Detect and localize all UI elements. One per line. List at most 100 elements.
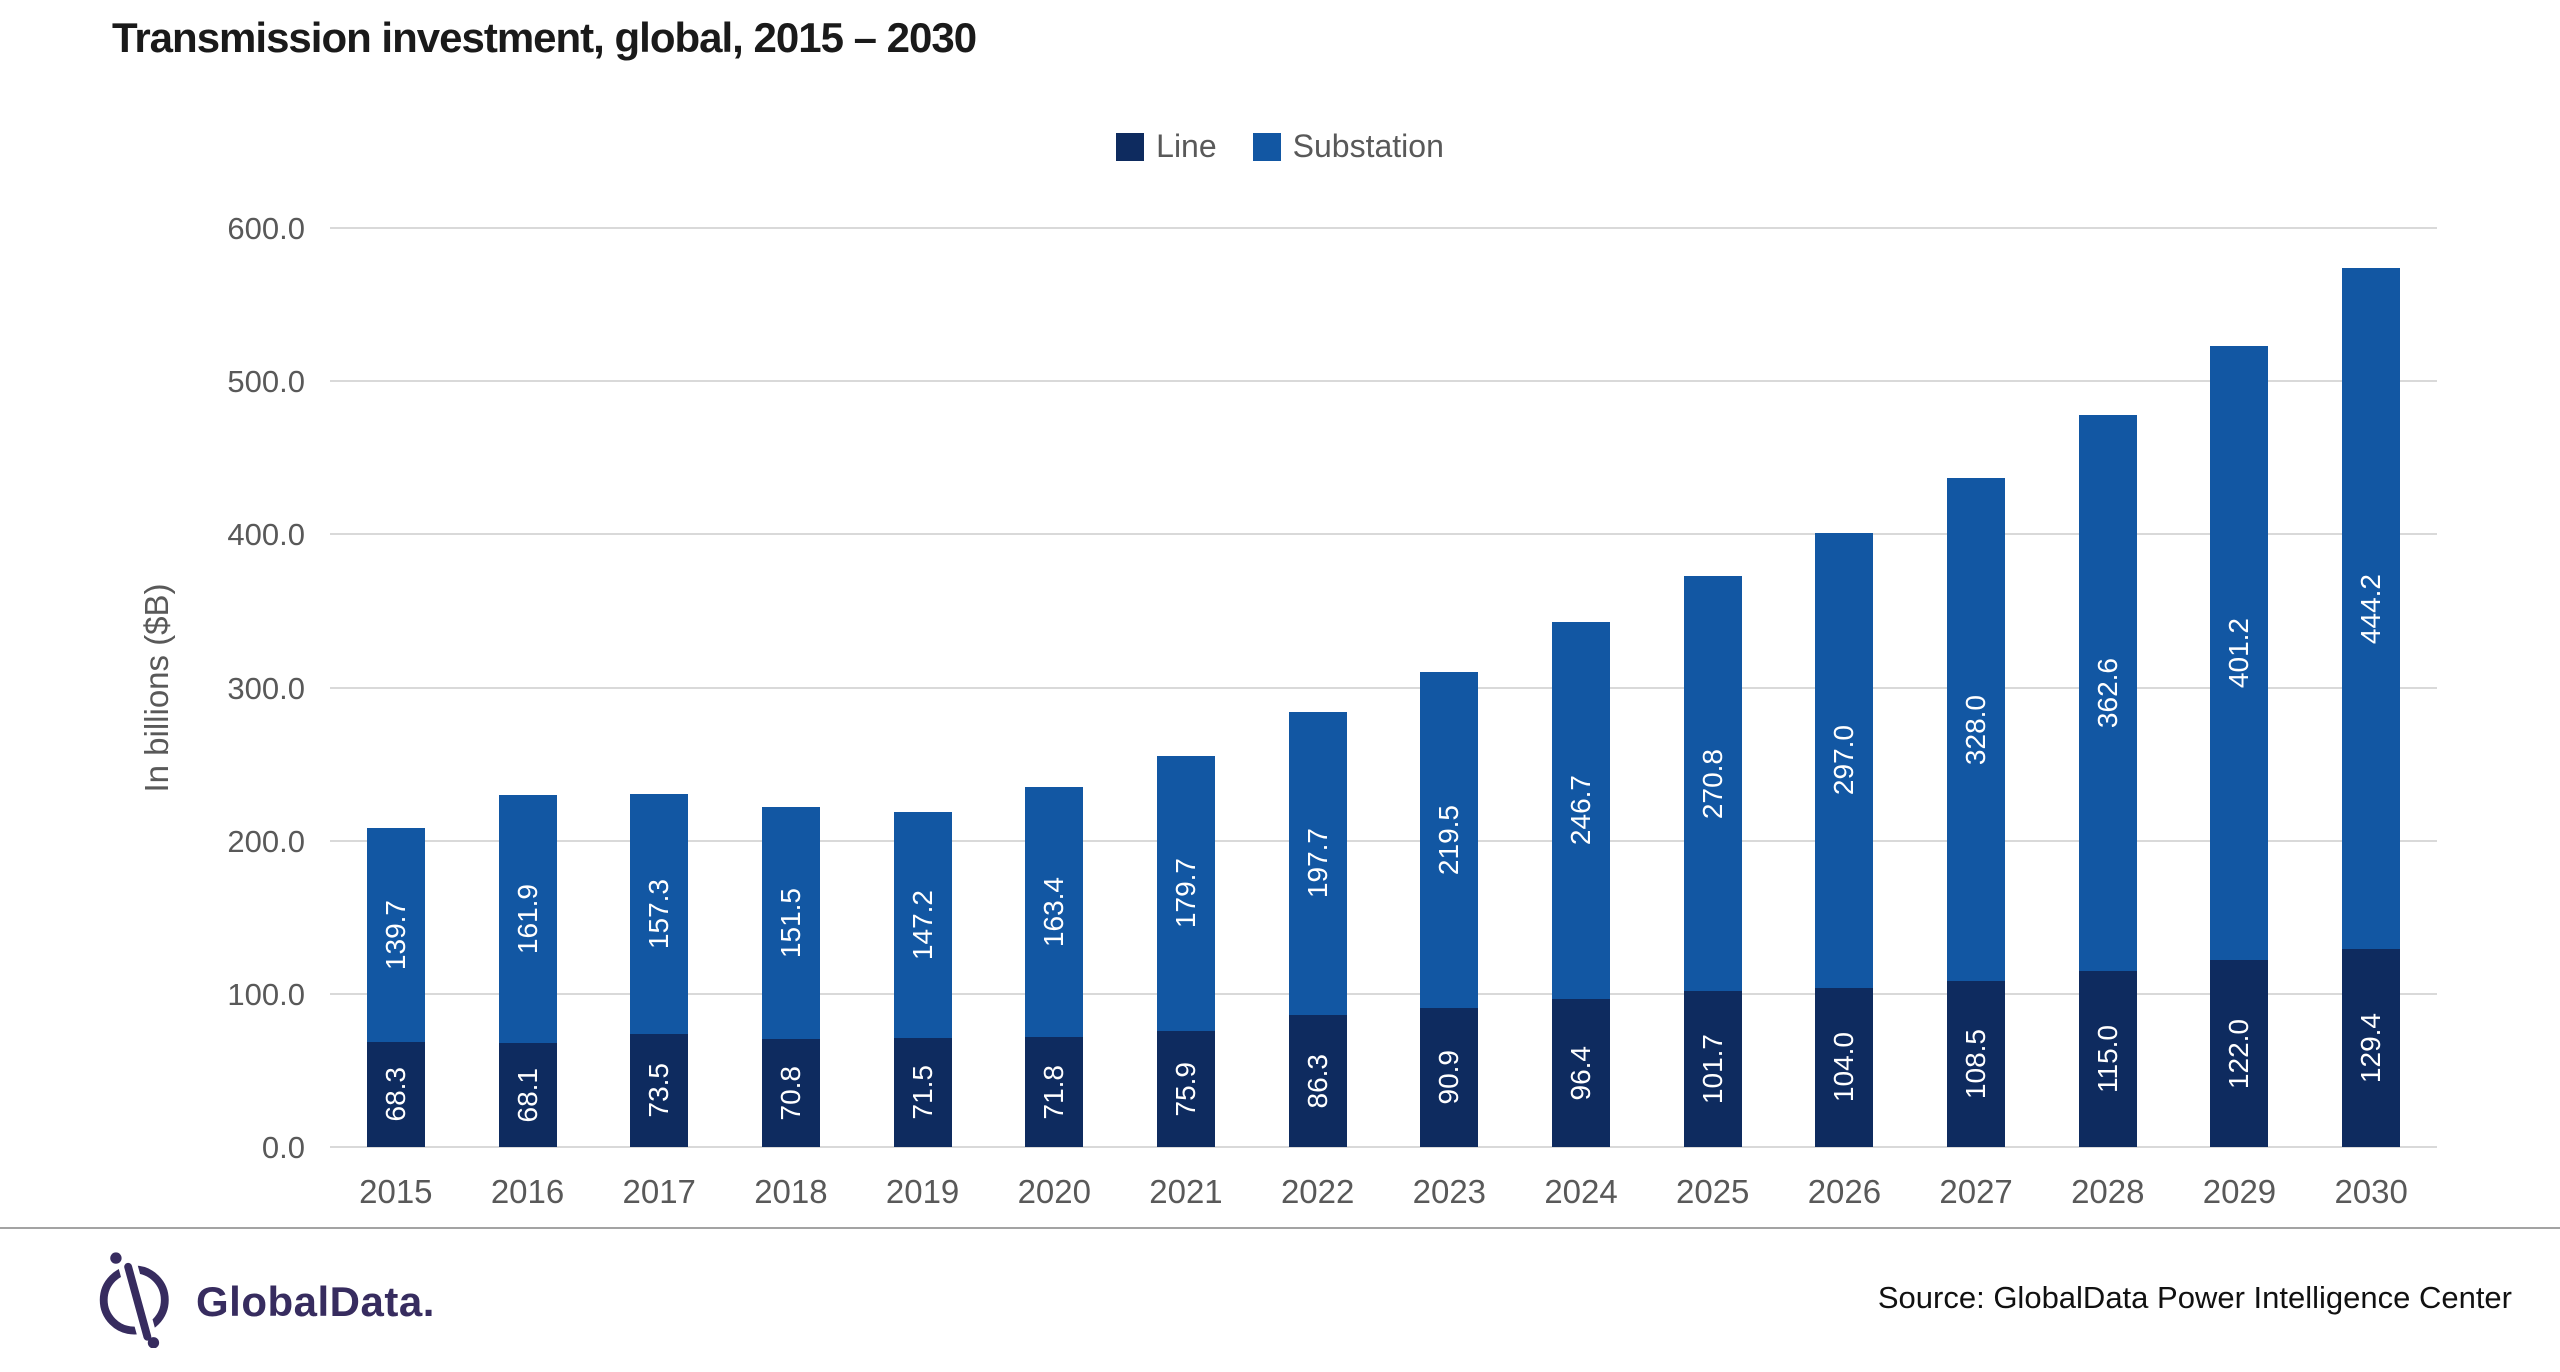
bar-segment-line: 101.7 — [1683, 991, 1742, 1147]
bar-value-label: 401.2 — [2223, 617, 2255, 688]
x-tick-label: 2016 — [490, 1173, 565, 1210]
x-tick-label: 2015 — [359, 1173, 433, 1210]
bar-value-label: 197.7 — [1301, 828, 1333, 899]
y-tick-label: 200.0 — [227, 823, 305, 859]
bar-column-2021: 179.7 75.9 2021 — [1120, 228, 1252, 1210]
y-tick-label: 100.0 — [227, 976, 305, 1012]
bar-column-2024: 246.7 96.4 2024 — [1515, 228, 1647, 1210]
gridline — [330, 686, 2437, 689]
bar-segment-substation: 219.5 — [1420, 671, 1479, 1008]
bar-value-label: 104.0 — [1828, 1032, 1860, 1103]
bar-segment-line: 108.5 — [1947, 980, 2006, 1147]
bar-value-label: 219.5 — [1433, 804, 1465, 875]
bar-segment-substation: 362.6 — [2078, 415, 2137, 971]
x-tick-label: 2028 — [2071, 1173, 2145, 1210]
x-tick-label: 2023 — [1412, 1173, 1487, 1210]
source-note: Source: GlobalData Power Intelligence Ce… — [1877, 1280, 2512, 1315]
bar-value-label: 163.4 — [1038, 876, 1070, 947]
bar-segment-substation: 147.2 — [893, 812, 952, 1038]
bar-segment-substation: 179.7 — [1156, 755, 1215, 1031]
bar-value-label: 68.1 — [511, 1067, 543, 1123]
x-tick-label: 2029 — [2202, 1173, 2277, 1210]
bar-segment-line: 115.0 — [2078, 970, 2137, 1147]
bar-segment-substation: 197.7 — [1288, 712, 1347, 1015]
bar-value-label: 73.5 — [643, 1063, 675, 1118]
bar-segment-substation: 270.8 — [1683, 576, 1742, 992]
brand-lockup: GlobalData. — [92, 1251, 435, 1348]
bar-segment-line: 129.4 — [2342, 948, 2401, 1147]
bar-segment-line: 122.0 — [2210, 960, 2269, 1147]
gridline — [330, 533, 2437, 536]
x-tick-label: 2017 — [622, 1173, 696, 1210]
bar-value-label: 297.0 — [1828, 725, 1860, 796]
bar-column-2018: 151.5 70.8 2018 — [725, 228, 857, 1210]
y-tick-label: 500.0 — [227, 364, 305, 400]
bar-value-label: 246.7 — [1565, 775, 1597, 846]
bar-segment-substation: 157.3 — [630, 793, 689, 1035]
bar-value-label: 101.7 — [1696, 1034, 1728, 1105]
gridline — [330, 380, 2437, 383]
bar-value-label: 444.2 — [2355, 573, 2387, 644]
bar-value-label: 151.5 — [774, 887, 806, 958]
bar-value-label: 139.7 — [379, 900, 411, 971]
legend-label: Line — [1156, 128, 1217, 164]
x-tick-label: 2018 — [754, 1173, 828, 1210]
bar-segment-substation: 151.5 — [761, 806, 820, 1039]
bar-column-2022: 197.7 86.3 2022 — [1252, 228, 1384, 1210]
x-tick-label: 2019 — [885, 1173, 960, 1210]
x-tick-label: 2022 — [1280, 1173, 1355, 1210]
bar-value-label: 96.4 — [1565, 1045, 1597, 1101]
bars-row: 139.7 68.3 2015 161.9 68.1 2016 157.3 73.5 2017 1… — [330, 228, 2437, 1210]
bar-column-2015: 139.7 68.3 2015 — [330, 228, 462, 1210]
bar-segment-line: 90.9 — [1420, 1007, 1479, 1147]
bar-value-label: 129.4 — [2355, 1012, 2387, 1083]
bar-column-2016: 161.9 68.1 2016 — [462, 228, 594, 1210]
bar-value-label: 86.3 — [1301, 1053, 1333, 1109]
bar-value-label: 68.3 — [379, 1067, 411, 1122]
bar-value-label: 147.2 — [906, 889, 938, 960]
bar-segment-substation: 297.0 — [1815, 532, 1874, 988]
bar-segment-substation: 328.0 — [1947, 478, 2006, 981]
bar-value-label: 179.7 — [1169, 858, 1201, 929]
bar-segment-line: 68.3 — [366, 1042, 425, 1147]
bar-segment-line: 75.9 — [1156, 1030, 1215, 1147]
x-tick-label: 2020 — [1017, 1173, 1091, 1210]
bar-value-label: 108.5 — [1960, 1028, 1992, 1099]
bar-column-2019: 147.2 71.5 2019 — [857, 228, 989, 1210]
bar-value-label: 362.6 — [2091, 658, 2123, 729]
bar-segment-line: 68.1 — [498, 1042, 557, 1147]
bar-segment-substation: 401.2 — [2210, 345, 2269, 961]
y-tick-label: 300.0 — [227, 670, 305, 706]
bar-column-2020: 163.4 71.8 2020 — [988, 228, 1120, 1210]
legend-label: Substation — [1292, 128, 1444, 164]
legend-swatch — [1116, 132, 1145, 161]
y-tick-label: 0.0 — [261, 1130, 305, 1165]
bar-value-label: 328.0 — [1960, 694, 1992, 765]
bar-value-label: 157.3 — [643, 878, 675, 950]
brand-name: GlobalData. — [196, 1278, 435, 1325]
legend-item-substation: Substation — [1252, 128, 1444, 165]
bar-value-label: 161.9 — [511, 883, 543, 954]
bar-segment-line: 70.8 — [761, 1038, 820, 1147]
bar-value-label: 75.9 — [1169, 1061, 1201, 1117]
bar-segment-line: 71.5 — [893, 1037, 952, 1147]
bar-segment-line: 71.8 — [1025, 1037, 1084, 1147]
bar-value-label: 70.8 — [774, 1065, 806, 1121]
x-tick-label: 2024 — [1544, 1173, 1618, 1210]
bar-segment-substation: 246.7 — [1552, 621, 1611, 1000]
bar-value-label: 71.8 — [1038, 1064, 1070, 1120]
y-tick-label: 400.0 — [227, 517, 305, 553]
bar-column-2027: 328.0 108.5 2027 — [1910, 228, 2042, 1210]
legend-item-line: Line — [1116, 128, 1217, 165]
globaldata-logo-icon — [92, 1251, 180, 1353]
bar-value-label: 122.0 — [2223, 1018, 2255, 1089]
bar-segment-line: 86.3 — [1288, 1014, 1347, 1147]
gridline — [330, 992, 2437, 995]
x-tick-label: 2025 — [1676, 1173, 1750, 1210]
bar-value-label: 71.5 — [906, 1065, 938, 1120]
bar-column-2023: 219.5 90.9 2023 — [1384, 228, 1516, 1210]
bar-column-2030: 444.2 129.4 2030 — [2305, 228, 2437, 1210]
y-tick-label: 600.0 — [227, 211, 305, 246]
bar-column-2017: 157.3 73.5 2017 — [593, 228, 725, 1210]
x-tick-label: 2026 — [1807, 1173, 1882, 1210]
